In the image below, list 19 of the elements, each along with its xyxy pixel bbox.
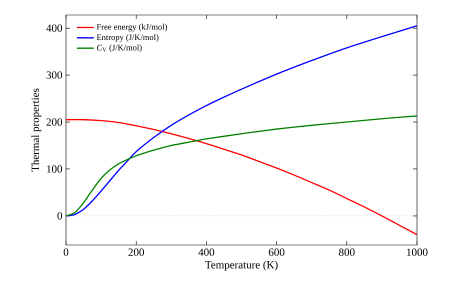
x-tick-label: 0 [64,248,68,256]
x-tick-label: 800 [339,248,355,256]
y-tick-label: 0 [57,212,62,220]
line-series [66,115,418,217]
x-tick-label: 1000 [407,248,428,256]
y-tick-label: 100 [47,165,62,173]
legend-label: Free energy (kJ/mol) [96,24,167,32]
y-axis-title: Thermal properties [31,88,42,172]
x-tick-label: 200 [128,248,144,256]
y-tick-label: 400 [46,24,62,32]
legend-label: C$_{V}$ (J/K/mol) [96,44,142,52]
x-tick-label: 400 [198,248,214,256]
x-tick-label: 600 [268,248,284,256]
line-series [66,118,418,236]
y-tick-label: 200 [46,118,62,126]
y-tick-label: 300 [46,71,62,79]
line-series [66,25,418,217]
legend-label: Entropy (J/K/mol) [96,34,158,42]
x-axis-title: Temperature (K) [205,260,278,271]
